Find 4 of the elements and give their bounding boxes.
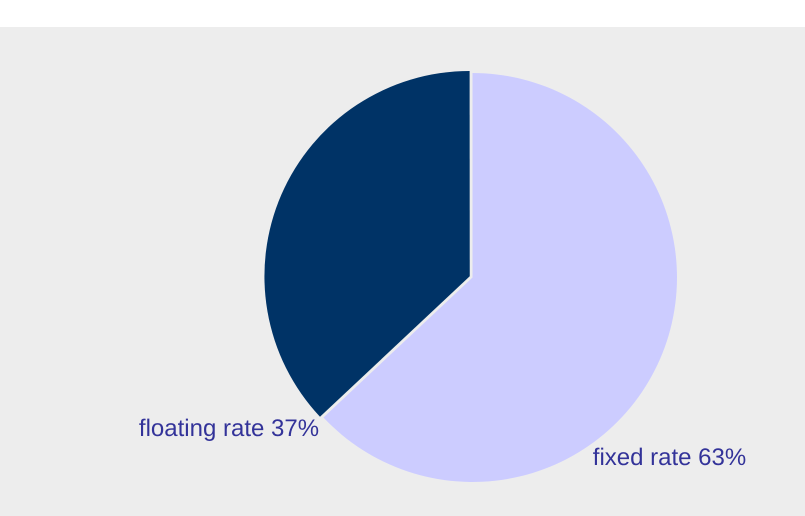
slice-label: floating rate [138, 415, 264, 442]
data-label: 37% [271, 415, 320, 442]
data-label: 63% [698, 444, 746, 471]
slice-label: fixed rate [592, 444, 692, 471]
